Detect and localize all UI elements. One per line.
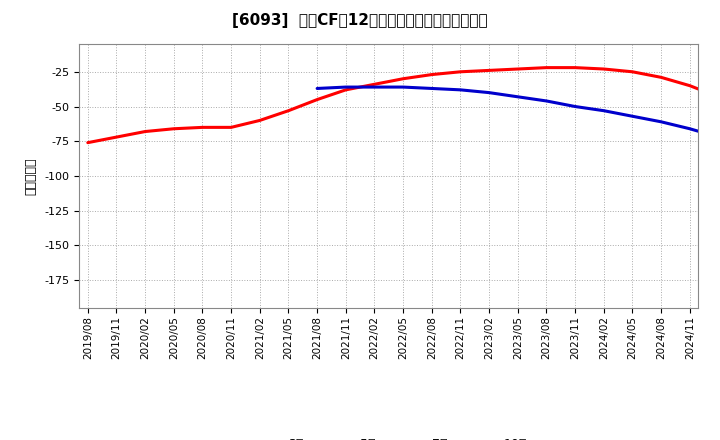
Legend: 3年, 5年, 7年, 10年: 3年, 5年, 7年, 10年 [246, 433, 532, 440]
Text: [6093]  投資CFの12か月移動合計の平均値の推移: [6093] 投資CFの12か月移動合計の平均値の推移 [232, 13, 488, 28]
Y-axis label: （百万円）: （百万円） [24, 157, 37, 195]
